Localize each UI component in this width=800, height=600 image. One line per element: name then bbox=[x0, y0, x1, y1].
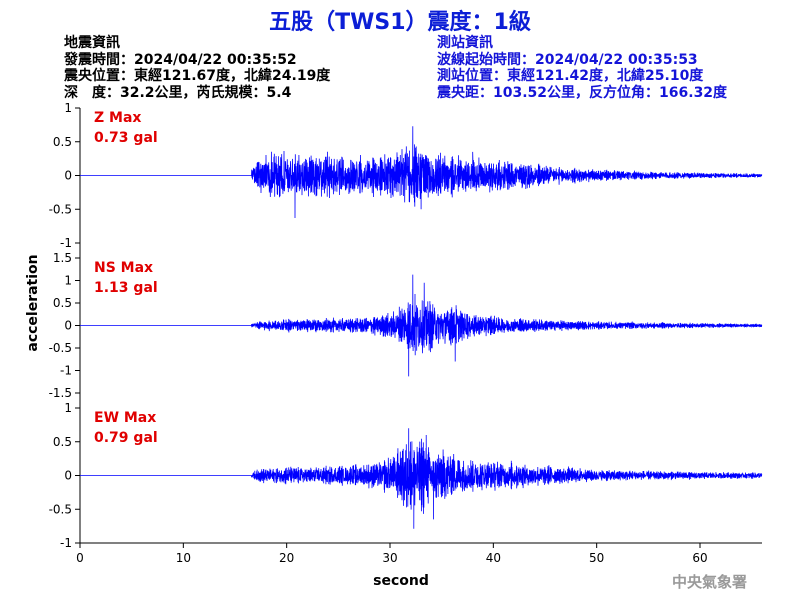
max-label-ns: NS Max bbox=[94, 260, 153, 276]
y-tick-label-ns: 0 bbox=[64, 319, 72, 333]
x-tick-label: 20 bbox=[279, 551, 294, 565]
y-tick-label-ew: 0 bbox=[64, 469, 72, 483]
station-info-heading: 測站資訊 bbox=[437, 35, 493, 51]
max-label-ew: EW Max bbox=[94, 410, 156, 426]
x-tick-label: 40 bbox=[486, 551, 501, 565]
y-tick-label-z: -1 bbox=[60, 236, 72, 250]
max-value-z: 0.73 gal bbox=[94, 130, 158, 146]
station-location: 測站位置：東經121.42度，北緯25.10度 bbox=[437, 68, 704, 84]
y-tick-label-z: 1 bbox=[64, 101, 72, 115]
quake-info-block: 地震資訊 發震時間：2024/04/22 00:35:52 震央位置：東經121… bbox=[64, 35, 330, 101]
y-tick-label-ns: -0.5 bbox=[49, 341, 72, 355]
origin-time: 發震時間：2024/04/22 00:35:52 bbox=[64, 51, 297, 68]
y-tick-label-z: -0.5 bbox=[49, 202, 72, 216]
y-tick-label-ns: 1.5 bbox=[53, 251, 72, 265]
quake-info-heading: 地震資訊 bbox=[64, 35, 120, 51]
x-tick-label: 50 bbox=[589, 551, 604, 565]
y-tick-label-ns: 1 bbox=[64, 274, 72, 288]
max-value-ew: 0.79 gal bbox=[94, 430, 158, 446]
chart-title: 五股（TWS1）震度：1級 bbox=[269, 10, 531, 35]
y-tick-label-ns: -1.5 bbox=[49, 386, 72, 400]
x-axis-title: second bbox=[373, 573, 429, 589]
y-tick-label-z: 0.5 bbox=[53, 135, 72, 149]
y-tick-label-ns: 0.5 bbox=[53, 296, 72, 310]
epicenter-location: 震央位置：東經121.67度，北緯24.19度 bbox=[64, 68, 331, 84]
max-label-z: Z Max bbox=[94, 110, 141, 126]
waveform-trace-ns bbox=[80, 274, 763, 377]
y-axis-title: acceleration bbox=[25, 254, 41, 351]
y-tick-label-ew: -1 bbox=[60, 536, 72, 550]
y-tick-label-ew: 0.5 bbox=[53, 435, 72, 449]
waveform-trace-z bbox=[80, 126, 763, 219]
y-tick-label-z: 0 bbox=[64, 169, 72, 183]
depth-magnitude: 深 度：32.2公里，芮氏規模：5.4 bbox=[64, 84, 292, 101]
y-tick-label-ew: -0.5 bbox=[49, 502, 72, 516]
y-tick-label-ew: 1 bbox=[64, 401, 72, 415]
x-tick-label: 0 bbox=[76, 551, 84, 565]
waveform-trace-ew bbox=[80, 428, 763, 529]
x-tick-label: 30 bbox=[382, 551, 397, 565]
station-info-block: 測站資訊 波線起始時間：2024/04/22 00:35:53 測站位置：東經1… bbox=[437, 35, 727, 101]
agency-credit: 中央氣象署 bbox=[672, 573, 747, 591]
max-value-ns: 1.13 gal bbox=[94, 280, 158, 296]
x-tick-label: 60 bbox=[692, 551, 707, 565]
epicentral-distance: 震央距：103.52公里，反方位角：166.32度 bbox=[437, 84, 728, 101]
waveform-start-time: 波線起始時間：2024/04/22 00:35:53 bbox=[437, 51, 698, 68]
y-tick-label-ns: -1 bbox=[60, 364, 72, 378]
x-tick-label: 10 bbox=[176, 551, 191, 565]
